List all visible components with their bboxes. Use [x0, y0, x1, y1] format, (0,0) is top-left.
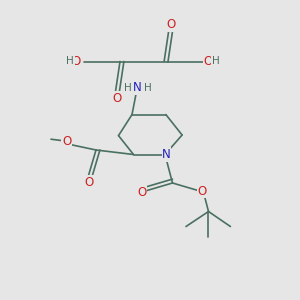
Text: O: O	[62, 135, 71, 148]
Text: O: O	[112, 92, 122, 105]
Text: H: H	[124, 83, 131, 93]
Text: N: N	[133, 81, 142, 94]
Text: O: O	[204, 55, 213, 68]
Text: H: H	[66, 56, 74, 66]
Text: O: O	[198, 185, 207, 198]
Text: N: N	[162, 148, 171, 161]
Text: O: O	[167, 18, 176, 32]
Text: O: O	[72, 55, 81, 68]
Text: H: H	[212, 56, 219, 66]
Text: O: O	[85, 176, 94, 189]
Text: H: H	[144, 83, 152, 93]
Text: O: O	[137, 185, 146, 199]
